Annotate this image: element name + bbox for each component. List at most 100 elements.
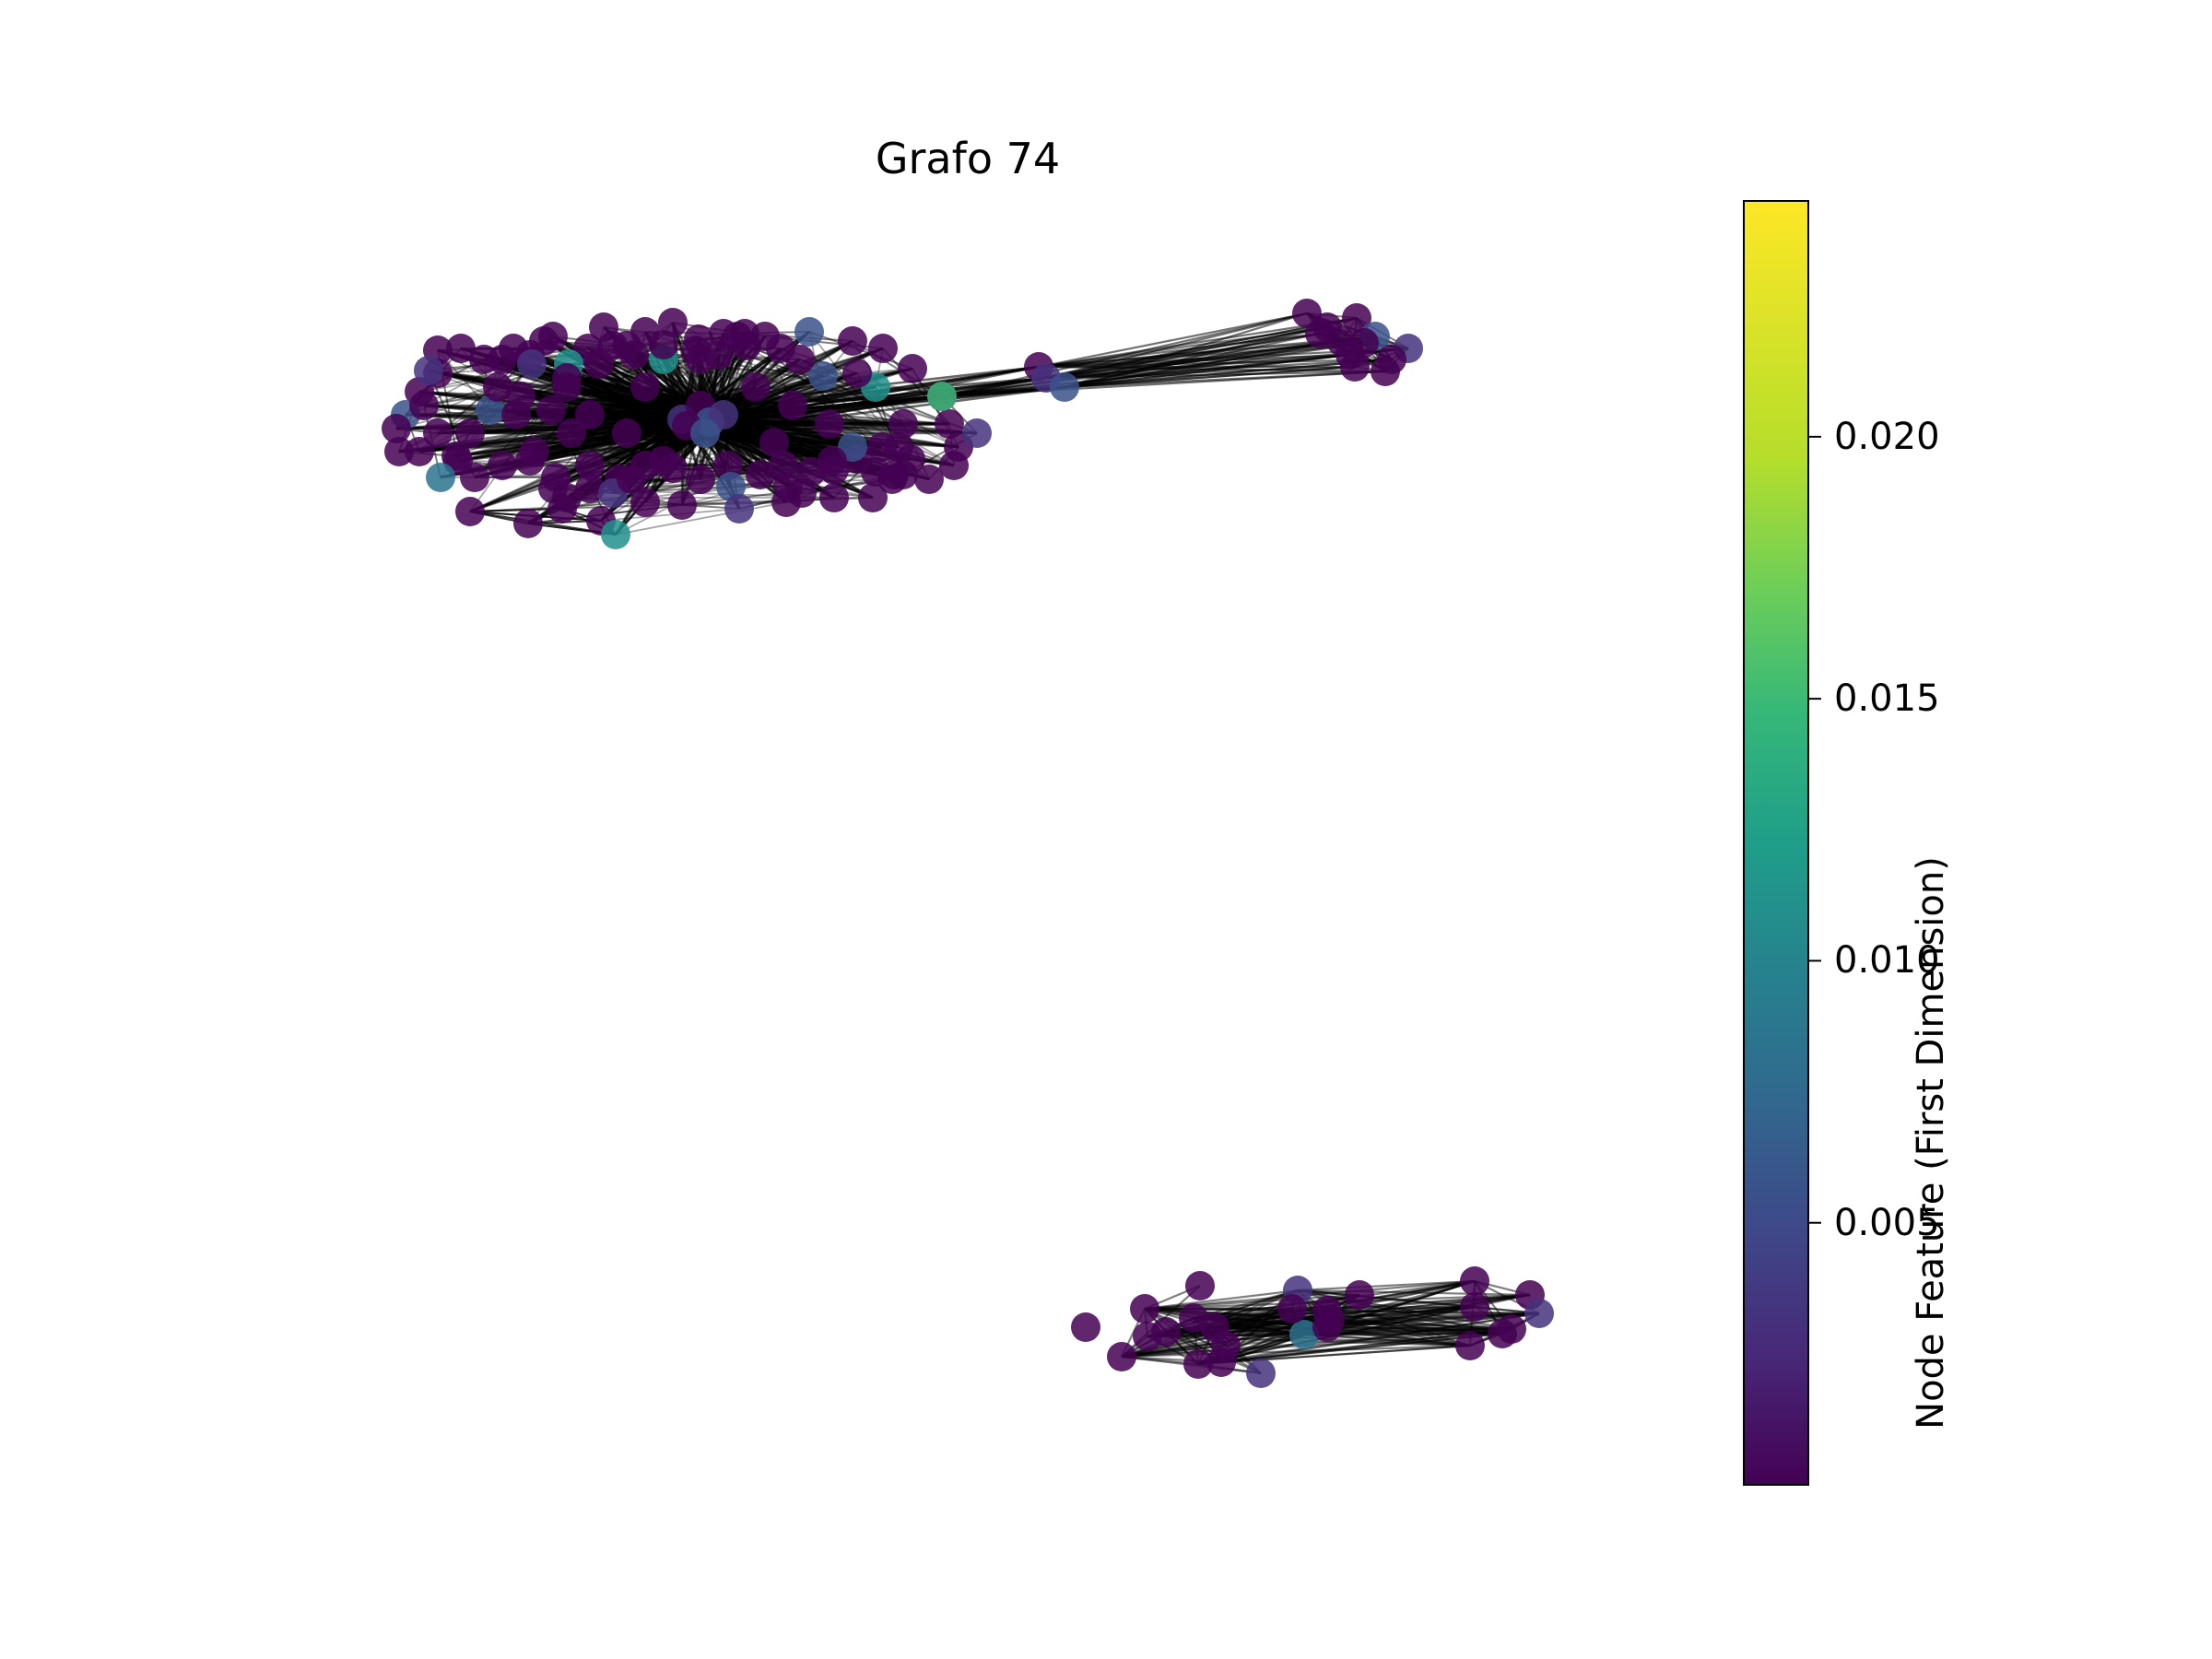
graph-edge [615,501,787,535]
colorbar-gradient [1743,200,1809,1486]
graph-node [1460,1292,1489,1322]
graph-node [538,322,568,351]
graph-node [868,334,898,363]
graph-node [1289,1320,1319,1349]
graph-node [476,395,505,425]
graph-node [927,382,957,411]
graph-edge [1220,1332,1503,1364]
graph-node [501,400,531,429]
graph-node [778,391,807,420]
graph-edge [704,385,1065,435]
graph-edge [1045,312,1308,380]
graph-node [741,372,771,402]
graph-node [426,463,455,492]
graph-edge [534,424,688,453]
graph-node [838,326,867,356]
graph-edge [1329,1279,1476,1322]
graph-node [724,494,754,524]
graph-edge [529,460,620,480]
graph-edge [1045,341,1365,380]
graph-node [877,465,907,494]
graph-edge [1064,365,1356,389]
graph-node [787,478,817,508]
graph-edge [1297,1279,1476,1292]
colorbar [1743,200,1821,1486]
colorbar-tick-label: 0.015 [1834,677,1940,721]
graph-node [888,409,918,439]
graph-node [446,334,476,363]
graph-node [858,483,888,512]
graph-node [1050,372,1079,402]
graph-edge [1064,312,1308,389]
graph-node [552,363,582,393]
graph-node [709,400,738,429]
graph-node [898,354,927,383]
graph-node [1071,1312,1100,1342]
graph-node [1183,1349,1213,1379]
graph-node [818,446,847,476]
graph-node [794,317,824,347]
graph-node [557,418,586,448]
graph-node [1488,1319,1517,1348]
graph-node [1524,1299,1554,1328]
graph-node [384,437,414,466]
graph-node [517,349,547,379]
graph-node [1107,1342,1136,1371]
graph-edge [1064,341,1365,389]
graph-node [658,308,688,337]
graph-edge [600,508,740,522]
graph-edge [1220,1312,1540,1364]
graph-edge [469,508,563,512]
graph-node [460,463,489,492]
graph-edge [1064,353,1351,389]
graph-node [686,465,715,494]
graph-node [520,437,549,466]
graph-node [808,361,838,391]
graph-edge [615,432,706,535]
graph-node [612,418,641,448]
graph-edge [1064,325,1328,389]
graph-node [1312,1312,1342,1342]
graph-node [455,418,485,448]
graph-node [1349,328,1379,358]
graph-node [819,483,849,512]
graph-node [455,497,485,526]
graph-node [630,488,660,517]
graph-node [649,330,678,359]
graph-node [409,391,439,420]
graph-node [766,334,795,363]
colorbar-tick-label: 0.010 [1834,939,1940,982]
graph-node [513,509,543,538]
nodes-layer [382,299,1554,1388]
graph-node [612,331,641,360]
graph-node [1455,1331,1485,1360]
graph-node [1185,1271,1215,1300]
graph-node [896,444,925,474]
graph-node [1342,303,1371,333]
colorbar-ticks [1808,435,1821,1224]
graph-node [686,345,715,374]
graph-node [575,474,605,503]
graph-node [759,428,789,457]
graph-title: Grafo 74 [875,134,1061,183]
graph-node [815,409,844,439]
graph-node [867,432,897,462]
graph-node [547,494,577,524]
graph-node [935,409,964,439]
graph-node [716,472,746,501]
graph-node [575,400,605,429]
graph-node [1133,1322,1162,1351]
graph-node [962,418,992,448]
graph-node [630,372,660,402]
graph-node [1246,1359,1276,1388]
graph-node [483,372,512,402]
graph-node [1340,352,1370,382]
graph-node [1277,1294,1307,1324]
graph-node [423,418,453,448]
graph-node [488,451,517,480]
graph-edge [808,331,900,448]
graph-node [1326,326,1356,356]
graph-node [842,359,872,388]
graph-node [746,460,775,489]
